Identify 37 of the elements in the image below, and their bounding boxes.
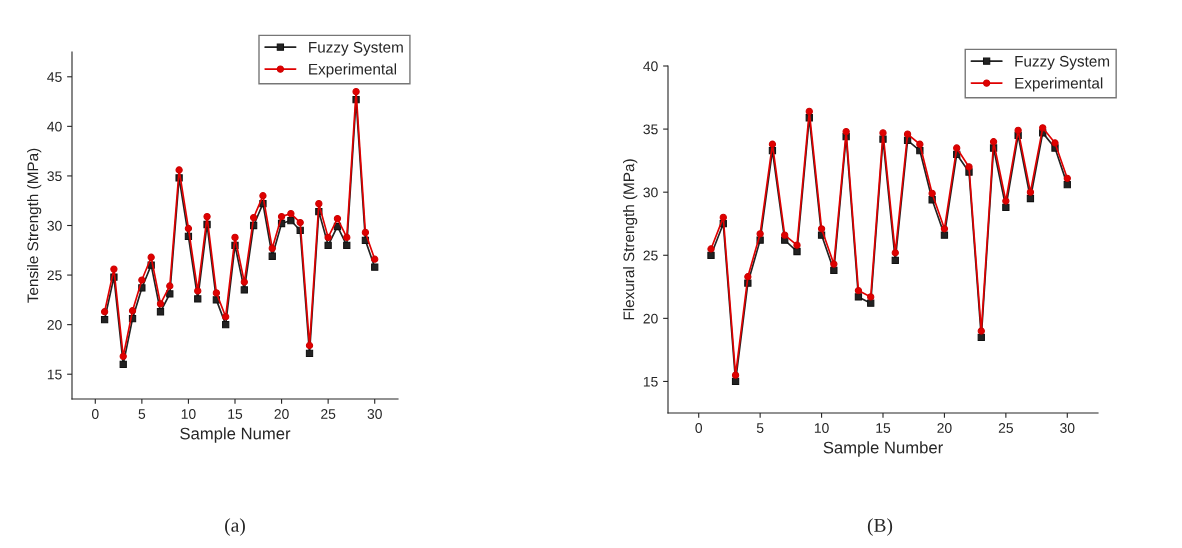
x-axis-title: Sample Number	[823, 441, 943, 457]
legend-label: Fuzzy System	[1015, 55, 1110, 70]
x-tick-label: 25	[321, 409, 336, 419]
x-tick-label: 30	[367, 409, 382, 419]
y-axis-title: Flexural Strength (MPa)	[623, 159, 638, 320]
y-tick-label: 25	[643, 250, 658, 261]
x-tick-label: 25	[998, 423, 1013, 433]
x-tick-label: 0	[695, 423, 703, 433]
legend-label: Experimental	[1015, 77, 1103, 92]
x-tick-label: 10	[814, 423, 829, 433]
x-tick-label: 20	[274, 409, 289, 419]
x-axis-title: Sample Numer	[180, 427, 291, 443]
x-tick-label: 15	[876, 423, 891, 433]
y-tick-label: 15	[47, 369, 62, 380]
x-tick-label: 10	[181, 409, 196, 419]
y-tick-label: 35	[643, 124, 658, 135]
x-tick-label: 20	[937, 423, 952, 433]
legend-label: Experimental	[309, 63, 397, 78]
y-tick-label: 40	[47, 121, 62, 132]
y-tick-label: 25	[47, 270, 62, 281]
text: (a)	[225, 518, 245, 536]
y-tick-label: 20	[643, 313, 658, 324]
text: (B)	[867, 518, 893, 536]
y-axis-title: Tensile Strength (MPa)	[27, 148, 42, 303]
y-tick-label: 40	[643, 61, 658, 72]
y-tick-label: 20	[47, 319, 62, 330]
x-tick-label: 15	[228, 409, 243, 419]
legend-label: Fuzzy System	[309, 41, 403, 56]
x-tick-label: 5	[756, 423, 764, 433]
y-tick-label: 30	[643, 187, 658, 198]
y-tick-label: 35	[47, 171, 62, 182]
x-tick-label: 30	[1060, 423, 1075, 433]
y-tick-label: 45	[47, 72, 62, 82]
y-tick-label: 30	[47, 220, 62, 231]
y-tick-label: 15	[643, 376, 658, 387]
x-tick-label: 0	[91, 409, 99, 419]
x-tick-label: 5	[138, 409, 146, 419]
